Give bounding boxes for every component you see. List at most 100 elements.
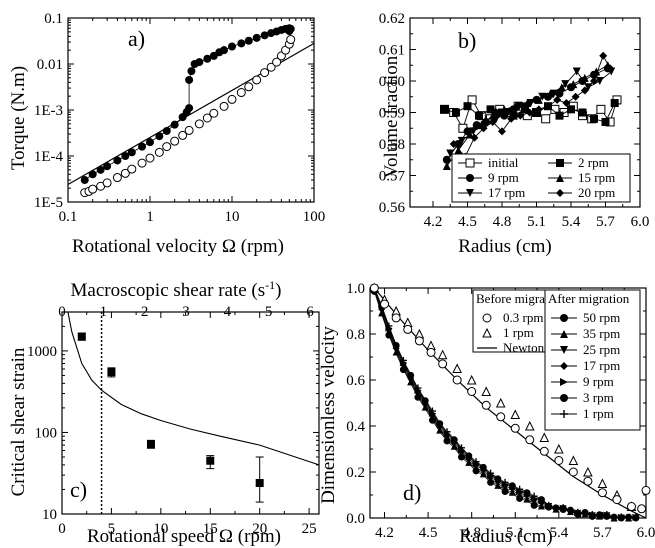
panel-b-point	[526, 99, 535, 108]
panel-a-open-point	[286, 35, 296, 45]
panel-d-open-triangle	[539, 432, 550, 442]
panel-d-legend-label: 0.3 rpm	[503, 310, 543, 325]
panel-a-filled-point	[127, 148, 136, 157]
panel-b-point	[503, 108, 512, 117]
panel-a-filled-point	[220, 46, 229, 55]
panel-a-filled-point	[185, 104, 194, 113]
panel-d-after-point	[479, 470, 487, 478]
panel-a-open-point	[252, 75, 262, 85]
panel-b-point	[534, 105, 543, 114]
panel-c-xtick-label: 5	[108, 521, 116, 537]
panel-a-label: a)	[128, 26, 145, 51]
panel-d-after-point	[588, 511, 596, 519]
panel-b-point	[580, 86, 589, 95]
panel-a-filled-point	[228, 42, 236, 51]
panel-c-x2tick-label: 1	[100, 304, 108, 320]
panel-a-open-point	[112, 173, 122, 183]
panel-a-open-point	[236, 88, 246, 98]
panel-b-point	[553, 95, 562, 104]
panel-b-point	[538, 92, 547, 101]
panel-c-curve	[67, 311, 320, 466]
panel-a-open-point	[120, 168, 130, 178]
panel-d-legend-marker	[560, 394, 568, 402]
panel-b-point	[449, 140, 458, 148]
panel-b-point	[567, 105, 575, 114]
panel-d-xtick-label: 5.4	[549, 525, 568, 541]
panel-d-ytick-label: 0.0	[346, 511, 365, 527]
panel-d-after-point	[559, 504, 567, 512]
panel-d-open-circle	[641, 485, 651, 495]
panel-b-point	[467, 95, 477, 105]
panel-a-filled-point	[244, 36, 253, 45]
panel-a-ytick-label: 0.01	[37, 57, 63, 73]
panel-d-open-triangle	[583, 466, 593, 477]
panel-a-open-point	[209, 108, 219, 118]
panel-b-point	[498, 127, 506, 136]
panel-a-xtick-label: 1	[146, 209, 154, 225]
panel-d-open-circle	[438, 359, 448, 369]
panel-a-filled-point	[285, 27, 294, 36]
panel-a-open-point	[137, 158, 147, 168]
panel-a-filled-point	[80, 176, 89, 185]
panel-d-legend-label: 1 rpm	[583, 406, 614, 421]
panel-d-legend-label: 25 rpm	[583, 342, 620, 357]
panel-d-after-point	[508, 488, 516, 496]
panel-a-open-point	[178, 130, 188, 140]
panel-b-point	[463, 102, 472, 111]
panel-a-open-point	[154, 147, 164, 157]
panel-d-after-point	[443, 428, 451, 436]
panel-d-chart: d) Radius (cm) Dimensionless velocity 4.…	[318, 281, 655, 547]
panel-b-legend-marker	[556, 159, 564, 167]
panel-a-filled-point	[203, 54, 212, 63]
panel-a-filled-point	[195, 58, 204, 67]
panel-b-ytick-label: 0.59	[379, 106, 405, 122]
panel-b-ytick-label: 0.57	[379, 169, 406, 185]
panel-b-point	[469, 127, 478, 136]
panel-b-xtick-label: 4.8	[493, 214, 512, 230]
panel-d-open-triangle	[510, 409, 521, 419]
panel-a-open-point	[162, 142, 172, 152]
panel-b-chart: b) Radius (cm) Volume fraction 4.2 4.5 4.8…	[379, 11, 650, 257]
panel-a-open-point	[184, 125, 194, 135]
panel-b-point	[549, 89, 558, 98]
panel-b-point	[452, 108, 460, 117]
panel-d-legend-marker	[560, 314, 568, 322]
panel-c-ytick-label: 10	[42, 507, 57, 523]
panel-a-filled-point	[146, 138, 154, 147]
panel-d-after-point	[574, 508, 582, 516]
panel-c-x2tick-label: 4	[224, 304, 232, 320]
panel-b-point	[511, 102, 520, 111]
panel-b-point	[599, 51, 608, 60]
panel-b-point	[446, 149, 455, 158]
panel-b-point	[569, 80, 578, 89]
panel-d-legend-after-box	[544, 289, 641, 431]
panel-d-after-point	[428, 407, 436, 415]
panel-b-legend-label: initial	[488, 155, 519, 170]
panel-d-open-circle	[637, 504, 647, 514]
panel-b-point	[546, 89, 555, 98]
panel-d-xtick-label: 4.2	[375, 525, 394, 541]
panel-d-after-point	[399, 356, 407, 364]
panel-d-after-point	[436, 426, 444, 434]
panel-a-xtick-label: 10	[225, 209, 240, 225]
panel-b-point	[488, 117, 497, 126]
panel-d-after-point	[501, 478, 509, 486]
panel-b-ytick-label: 0.62	[379, 11, 405, 27]
panel-a-filled-point	[88, 170, 97, 179]
panel-a-open-point	[88, 184, 98, 194]
panel-d-open-circle	[414, 336, 424, 346]
panel-d-xtick-label: 4.8	[462, 525, 481, 541]
panel-b-label: b)	[458, 28, 476, 53]
panel-d-open-circle	[481, 400, 491, 410]
panel-b-point	[571, 92, 580, 101]
panel-b-point	[457, 136, 466, 145]
panel-b-legend-label: 9 rpm	[488, 170, 519, 185]
panel-d-after-point	[458, 444, 466, 452]
panel-a-xtick-label: 0.1	[59, 209, 78, 225]
panel-d-open-circle	[369, 283, 379, 293]
panel-a-open-point	[170, 136, 180, 146]
panel-b-point	[454, 146, 463, 155]
panel-d-after-point	[436, 420, 444, 428]
panel-a-open-point	[127, 164, 137, 174]
panel-d-open-circle	[380, 299, 390, 309]
